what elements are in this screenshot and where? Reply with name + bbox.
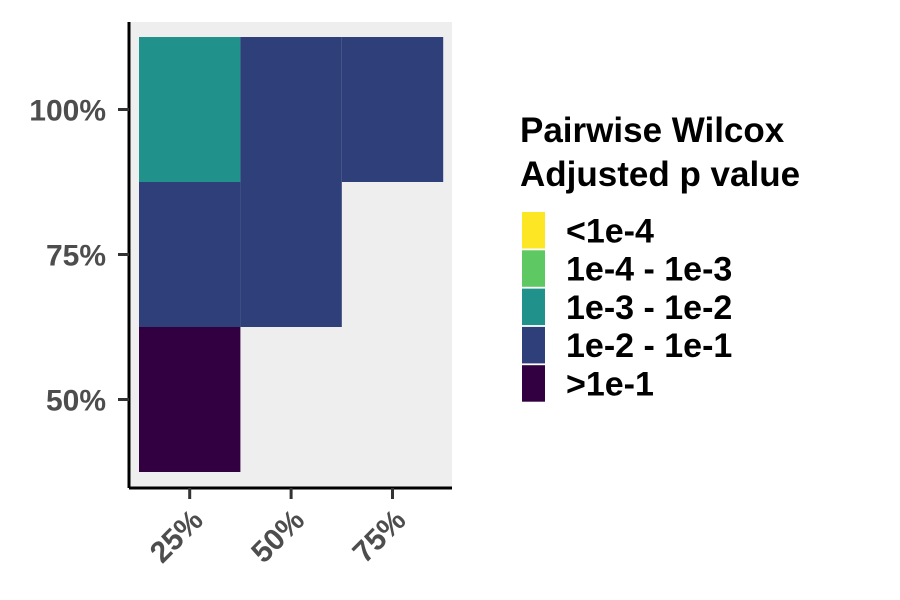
y-tick-label-100pct: 100% <box>29 95 106 128</box>
heatmap-cell-25pct-100pct <box>139 37 241 182</box>
legend-label-1e-2-1e-1: 1e-2 - 1e-1 <box>566 327 732 365</box>
legend-label--1e-4: <1e-4 <box>566 212 654 250</box>
legend-key--1e-1 <box>522 365 545 402</box>
y-axis: 50% 75% 100% <box>29 95 129 418</box>
legend-label-1e-3-1e-2: 1e-3 - 1e-2 <box>566 289 732 327</box>
heatmap-cell-75pct-100pct <box>341 37 444 182</box>
legend-label--1e-1: >1e-1 <box>566 365 654 403</box>
legend-key-1e-4-1e-3 <box>522 250 545 287</box>
legend-entries: <1e-41e-4 - 1e-31e-3 - 1e-21e-2 - 1e-1>1… <box>522 212 732 403</box>
heatmap-cell-25pct-50pct <box>139 327 241 472</box>
legend-key-1e-3-1e-2 <box>522 288 545 326</box>
x-axis: 25% 50% 75% <box>144 488 413 570</box>
x-tick-label-75pct: 75% <box>347 504 413 570</box>
heatmap-cell-50pct-75pct <box>240 182 342 327</box>
x-tick-label-50pct: 50% <box>245 504 311 570</box>
legend-title-line-2: Adjusted p value <box>520 155 800 194</box>
x-tick-label-25pct: 25% <box>144 504 210 570</box>
legend-label-1e-4-1e-3: 1e-4 - 1e-3 <box>566 251 732 289</box>
y-tick-label-75pct: 75% <box>46 240 106 273</box>
legend-key--1e-4 <box>522 212 545 249</box>
heatmap-cell-25pct-75pct <box>139 182 241 327</box>
legend-key-1e-2-1e-1 <box>522 326 545 364</box>
legend: Pairwise Wilcox Adjusted p value <1e-41e… <box>520 111 800 403</box>
legend-title-line-1: Pairwise Wilcox <box>520 111 785 150</box>
y-tick-label-50pct: 50% <box>46 385 106 418</box>
heatmap-cell-50pct-100pct <box>240 37 342 182</box>
heatmap-cells <box>139 37 444 472</box>
